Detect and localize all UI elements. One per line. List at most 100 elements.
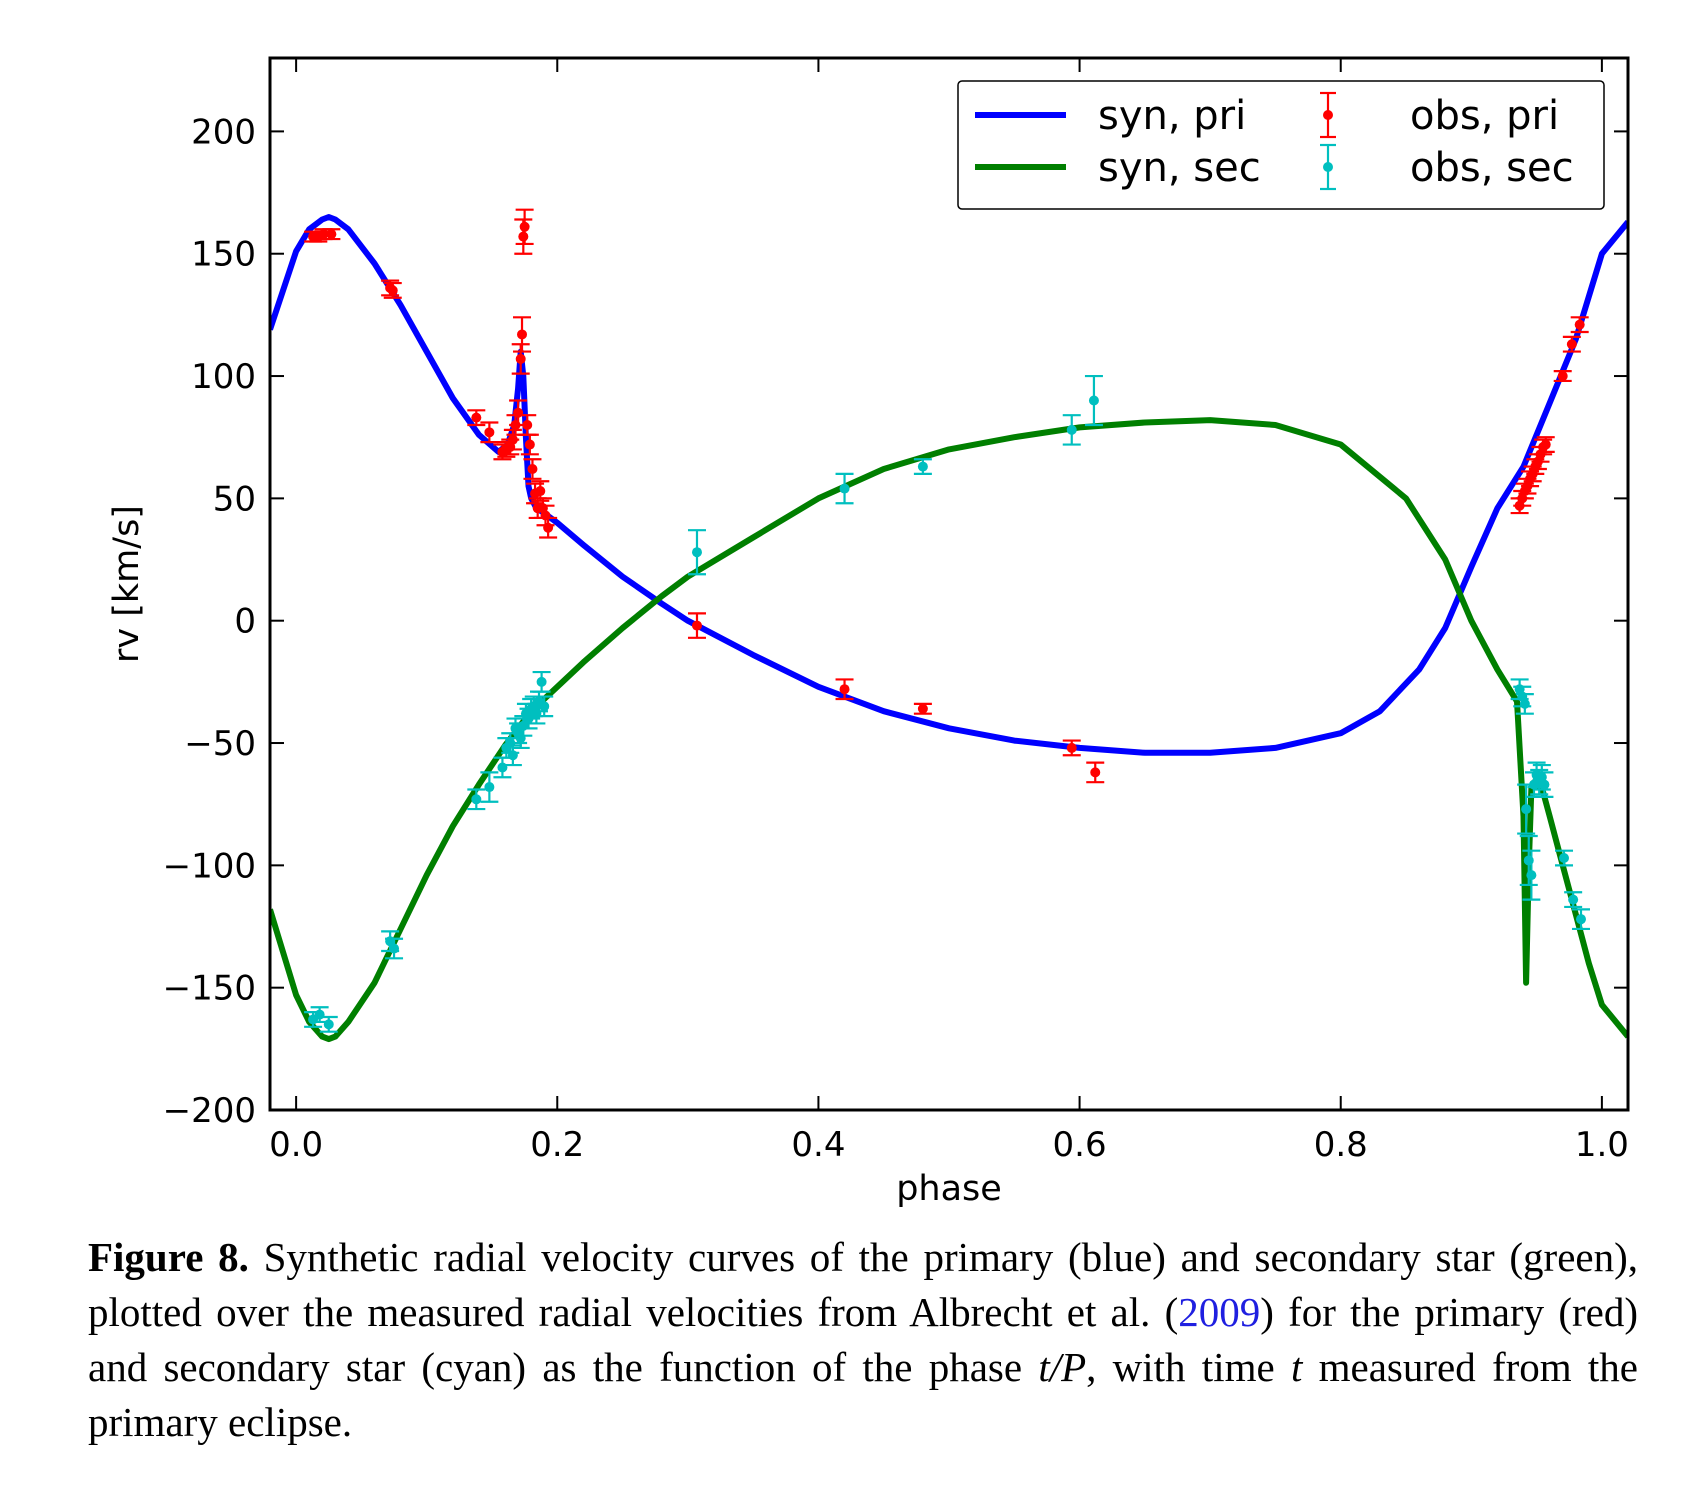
- data-point-obs-pri: [523, 458, 542, 480]
- y-tick-label: 0: [234, 602, 256, 642]
- marker: [1521, 804, 1532, 815]
- data-point-obs-pri: [520, 433, 539, 456]
- x-tick-label: 0.4: [791, 1125, 845, 1165]
- marker: [1557, 371, 1568, 382]
- data-point-obs-pri: [539, 516, 558, 539]
- data-point-obs-sec: [1564, 891, 1583, 909]
- data-point-obs-sec: [1571, 908, 1590, 931]
- y-tick-label: −100: [163, 846, 256, 886]
- marker: [471, 794, 482, 805]
- x-tick-label: 0.8: [1314, 1125, 1368, 1165]
- marker: [507, 434, 518, 445]
- data-point-obs-pri: [467, 409, 486, 427]
- marker: [1559, 853, 1570, 864]
- time-symbol: t: [1290, 1344, 1303, 1390]
- marker: [515, 353, 526, 364]
- y-tick-label: 50: [213, 479, 256, 519]
- points-obs-pri: [304, 208, 1589, 784]
- marker: [917, 461, 928, 472]
- legend-label-syn-pri: syn, pri: [1098, 93, 1246, 139]
- data-point-obs-sec: [1515, 692, 1534, 715]
- legend-label-obs-sec: obs, sec: [1410, 145, 1574, 191]
- marker: [1566, 339, 1577, 350]
- marker: [536, 676, 547, 687]
- marker: [1539, 779, 1550, 790]
- data-point-obs-pri: [511, 343, 530, 375]
- y-axis-label: rv [km/s]: [107, 505, 147, 663]
- figure-caption: Figure 8. Synthetic radial velocity curv…: [88, 1230, 1638, 1450]
- caption-text-2: ) for the primary (red) and secondary st…: [88, 1289, 1638, 1390]
- caption-text-3: , with time: [1086, 1344, 1291, 1390]
- marker: [1540, 439, 1551, 450]
- data-point-obs-pri: [1553, 370, 1572, 383]
- marker: [524, 439, 535, 450]
- plot-content: [270, 208, 1628, 1043]
- data-point-obs-pri: [503, 428, 522, 451]
- x-tick-label: 0.2: [530, 1125, 584, 1165]
- data-point-obs-pri: [1570, 316, 1589, 334]
- data-point-obs-pri: [322, 228, 341, 241]
- data-point-obs-sec: [1555, 849, 1574, 867]
- data-point-obs-pri: [1536, 436, 1555, 453]
- data-point-obs-sec: [467, 788, 486, 811]
- data-point-obs-sec: [535, 695, 554, 718]
- marker: [518, 231, 529, 242]
- caption-label: Figure 8.: [88, 1234, 249, 1280]
- marker: [1090, 767, 1101, 778]
- legend-marker-obs-sec: [1320, 143, 1336, 191]
- marker: [471, 412, 482, 423]
- legend-label-syn-sec: syn, sec: [1098, 145, 1261, 191]
- marker: [323, 1019, 334, 1030]
- data-point-obs-sec: [385, 937, 404, 960]
- citation-link[interactable]: 2009: [1178, 1289, 1261, 1335]
- marker: [1066, 742, 1077, 753]
- data-point-obs-sec: [1522, 849, 1541, 901]
- data-point-obs-sec: [1062, 414, 1081, 446]
- data-point-obs-pri: [383, 281, 402, 299]
- marker: [839, 684, 850, 695]
- y-tick-label: 200: [191, 112, 256, 152]
- data-point-obs-pri: [1062, 739, 1081, 757]
- curve-syn-pri: [270, 214, 1628, 756]
- marker: [522, 419, 533, 430]
- x-tick-label: 1.0: [1575, 1125, 1629, 1165]
- rv-phase-chart: 0.0 0.2 0.4 0.6 0.8 1.0 −200 −150 −100 −50 0 50 100 1…: [107, 56, 1630, 1209]
- legend-marker: [1323, 162, 1333, 172]
- data-point-obs-sec: [835, 472, 854, 505]
- data-point-obs-sec: [687, 529, 706, 576]
- marker: [517, 329, 528, 340]
- plot-frame: [268, 56, 1630, 1112]
- data-point-obs-pri: [513, 316, 532, 353]
- data-point-obs-sec: [1535, 771, 1554, 798]
- y-tick-label: −50: [184, 724, 256, 764]
- data-point-obs-pri: [1562, 335, 1581, 353]
- caption-text-1: Synthetic radial velocity curves of the …: [88, 1234, 1638, 1335]
- data-point-obs-sec: [480, 771, 499, 803]
- marker: [519, 221, 530, 232]
- data-point-obs-pri: [913, 702, 932, 715]
- marker: [484, 427, 495, 438]
- marker: [691, 547, 702, 558]
- marker: [1568, 894, 1579, 905]
- marker: [917, 703, 928, 714]
- marker: [389, 943, 400, 954]
- y-tick-label: −200: [163, 1091, 256, 1131]
- y-tick-label: −150: [163, 969, 256, 1009]
- axis-ticks: 0.0 0.2 0.4 0.6 0.8 1.0 −200 −150 −100 −50 0 50 100 1…: [163, 58, 1629, 1165]
- legend-box: [957, 80, 1605, 210]
- marker: [535, 486, 546, 497]
- caption-text-4: measured from the primary eclipse.: [88, 1344, 1638, 1445]
- phase-symbol: t/P: [1038, 1344, 1087, 1390]
- marker: [1575, 914, 1586, 925]
- data-point-obs-sec: [1084, 374, 1103, 427]
- data-point-obs-pri: [480, 421, 499, 444]
- data-point-obs-pri: [514, 218, 533, 255]
- marker: [539, 701, 550, 712]
- legend-marker-obs-pri: [1320, 91, 1336, 139]
- y-tick-label: 100: [191, 357, 256, 397]
- data-point-obs-pri: [1086, 761, 1105, 784]
- legend: syn, pri syn, sec obs, pri obs, sec: [957, 80, 1605, 210]
- points-obs-sec: [304, 374, 1590, 1033]
- data-point-obs-sec: [304, 1011, 323, 1028]
